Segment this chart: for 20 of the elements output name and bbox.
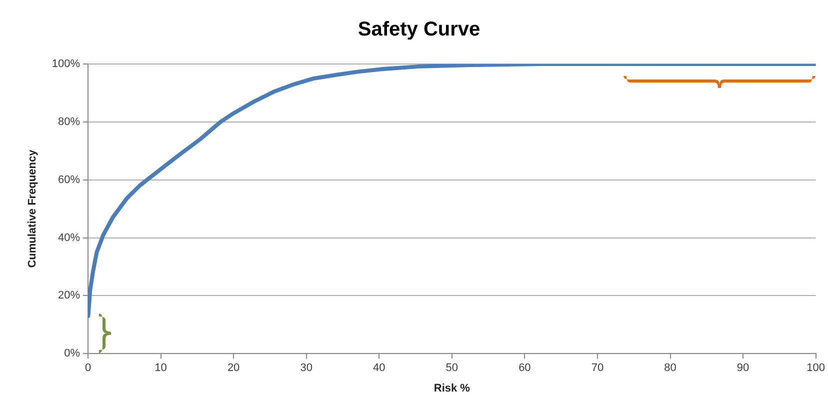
- chart-title: Safety Curve: [358, 18, 480, 41]
- y-axis-title: Cumulative Frequency: [26, 148, 39, 268]
- y-tick-label: 40%: [58, 232, 80, 244]
- y-tick-label: 0%: [64, 348, 80, 360]
- x-tick-label: 60: [518, 362, 531, 374]
- x-tick-label: 10: [154, 362, 167, 374]
- x-axis-title: Risk %: [434, 382, 470, 394]
- y-tick-label: 80%: [58, 116, 80, 128]
- y-tick-label: 20%: [58, 290, 80, 302]
- x-tick-label: 100: [806, 362, 826, 374]
- x-tick-label: 50: [446, 362, 458, 374]
- x-tick-label: 30: [300, 362, 312, 374]
- x-tick-label: 80: [664, 362, 676, 374]
- x-tick-label: 0: [84, 362, 92, 374]
- x-tick-label: 70: [591, 362, 604, 374]
- x-tick-label: 90: [736, 362, 750, 374]
- y-tick-label: 100%: [52, 58, 80, 70]
- x-tick-label: 20: [227, 362, 240, 374]
- x-tick-label: 40: [373, 362, 386, 374]
- y-tick-label: 60%: [58, 174, 80, 186]
